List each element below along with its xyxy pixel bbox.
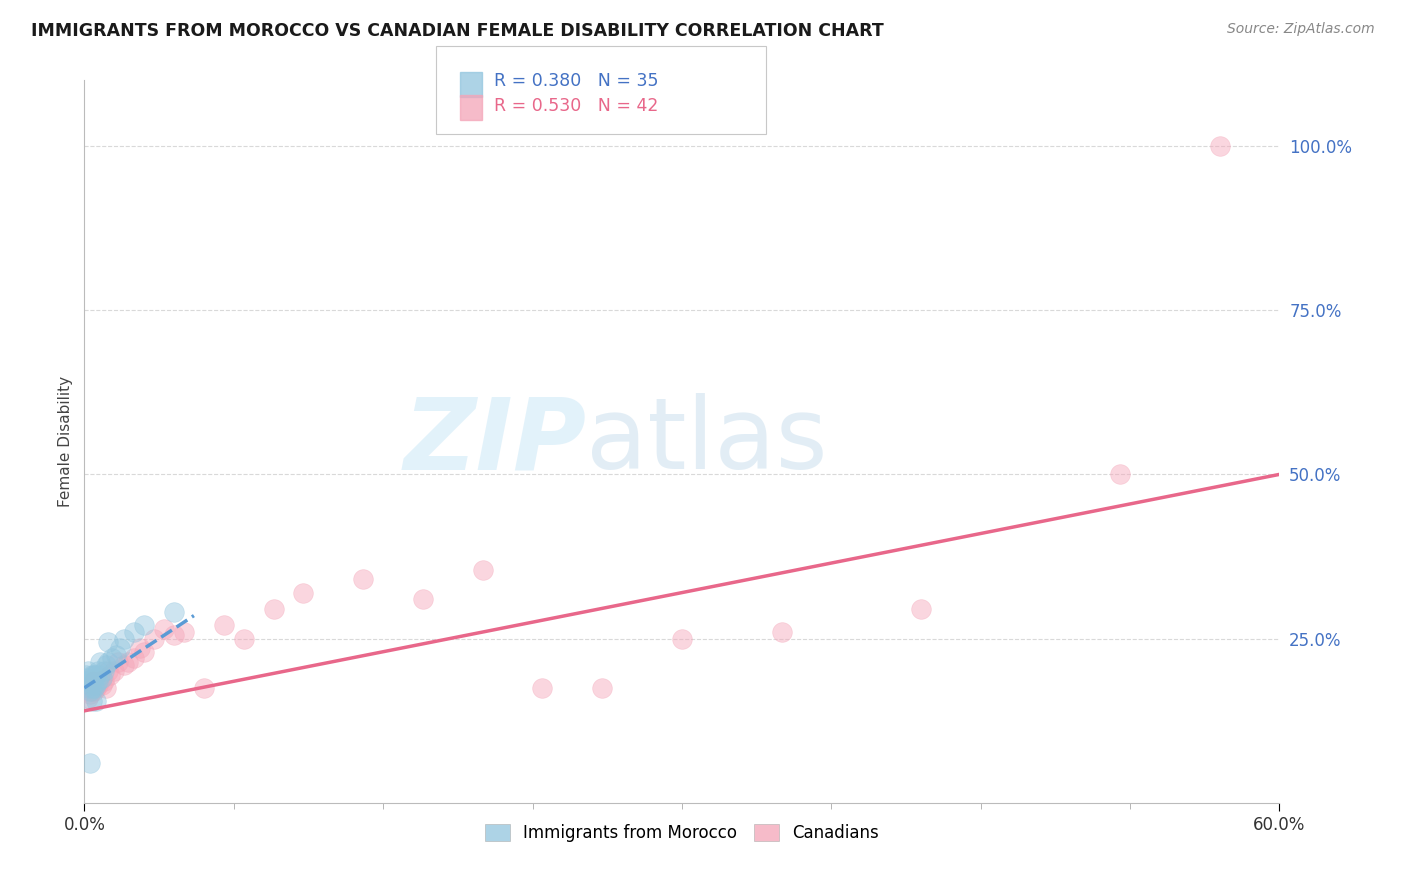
Point: [77, 671, 100, 685]
Point: [1109, 467, 1132, 482]
Y-axis label: Female Disability: Female Disability: [58, 376, 73, 508]
Point: [91, 677, 114, 691]
Point: [98, 667, 121, 681]
Point: [79, 677, 101, 691]
Point: [89, 667, 111, 681]
Point: [89, 655, 111, 669]
Text: Source: ZipAtlas.com: Source: ZipAtlas.com: [1227, 22, 1375, 37]
Point: [770, 625, 793, 640]
Point: [83, 681, 105, 695]
Legend: Immigrants from Morocco, Canadians: Immigrants from Morocco, Canadians: [478, 817, 886, 848]
Point: [86, 681, 108, 695]
Text: R = 0.380   N = 35: R = 0.380 N = 35: [494, 72, 658, 90]
Point: [101, 651, 124, 665]
Point: [82, 667, 104, 681]
Text: R = 0.530   N = 42: R = 0.530 N = 42: [494, 97, 658, 115]
Point: [112, 657, 135, 672]
Point: [82, 681, 104, 695]
Point: [75, 684, 97, 698]
Point: [671, 632, 693, 646]
Point: [83, 667, 105, 681]
Point: [153, 622, 176, 636]
Point: [110, 641, 132, 656]
Point: [129, 641, 152, 656]
Point: [105, 648, 128, 662]
Point: [82, 674, 104, 689]
Point: [77, 690, 100, 705]
Point: [122, 625, 145, 640]
Point: [107, 655, 129, 669]
Point: [83, 677, 105, 691]
Point: [87, 677, 110, 691]
Point: [163, 605, 186, 619]
Point: [77, 665, 100, 679]
Point: [352, 573, 374, 587]
Point: [117, 655, 139, 669]
Point: [75, 667, 97, 681]
Point: [531, 681, 554, 695]
Point: [132, 618, 156, 632]
Point: [96, 657, 118, 672]
Point: [82, 694, 104, 708]
Point: [93, 665, 115, 679]
Point: [77, 681, 100, 695]
Point: [87, 665, 110, 679]
Text: IMMIGRANTS FROM MOROCCO VS CANADIAN FEMALE DISABILITY CORRELATION CHART: IMMIGRANTS FROM MOROCCO VS CANADIAN FEMA…: [31, 22, 884, 40]
Point: [93, 674, 115, 689]
Point: [79, 681, 101, 695]
Point: [591, 681, 613, 695]
Point: [86, 667, 108, 681]
Point: [91, 671, 114, 685]
Point: [87, 674, 110, 689]
Point: [82, 684, 104, 698]
Point: [79, 756, 101, 771]
Point: [75, 674, 97, 689]
Point: [112, 632, 135, 646]
Point: [86, 677, 108, 691]
Point: [1209, 139, 1232, 153]
Point: [103, 665, 125, 679]
Point: [79, 684, 101, 698]
Point: [292, 585, 315, 599]
Point: [122, 651, 145, 665]
Point: [97, 665, 120, 679]
Point: [96, 681, 118, 695]
Text: ZIP: ZIP: [404, 393, 586, 490]
Point: [97, 655, 120, 669]
Point: [89, 674, 111, 689]
Point: [212, 618, 235, 632]
Point: [83, 684, 105, 698]
Point: [263, 602, 285, 616]
Point: [193, 681, 215, 695]
Point: [412, 592, 434, 607]
Point: [173, 625, 195, 640]
Point: [79, 674, 101, 689]
Point: [132, 645, 156, 659]
Point: [910, 602, 932, 616]
Text: atlas: atlas: [586, 393, 828, 490]
Point: [143, 632, 166, 646]
Point: [79, 687, 101, 701]
Point: [163, 628, 186, 642]
Point: [97, 635, 120, 649]
Point: [82, 674, 104, 689]
Point: [83, 674, 105, 689]
Point: [471, 563, 494, 577]
Point: [86, 694, 108, 708]
Point: [232, 632, 254, 646]
